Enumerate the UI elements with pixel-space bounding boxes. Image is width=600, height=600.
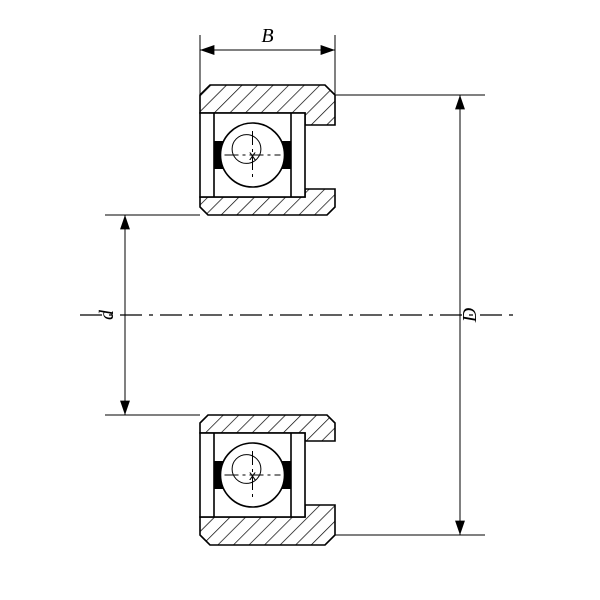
dim-label-d: d: [96, 309, 118, 320]
ball-bottom: x: [221, 443, 285, 507]
dim-label-D: D: [459, 307, 481, 323]
dim-label-B: B: [261, 25, 273, 47]
ball-top: x: [221, 123, 285, 187]
